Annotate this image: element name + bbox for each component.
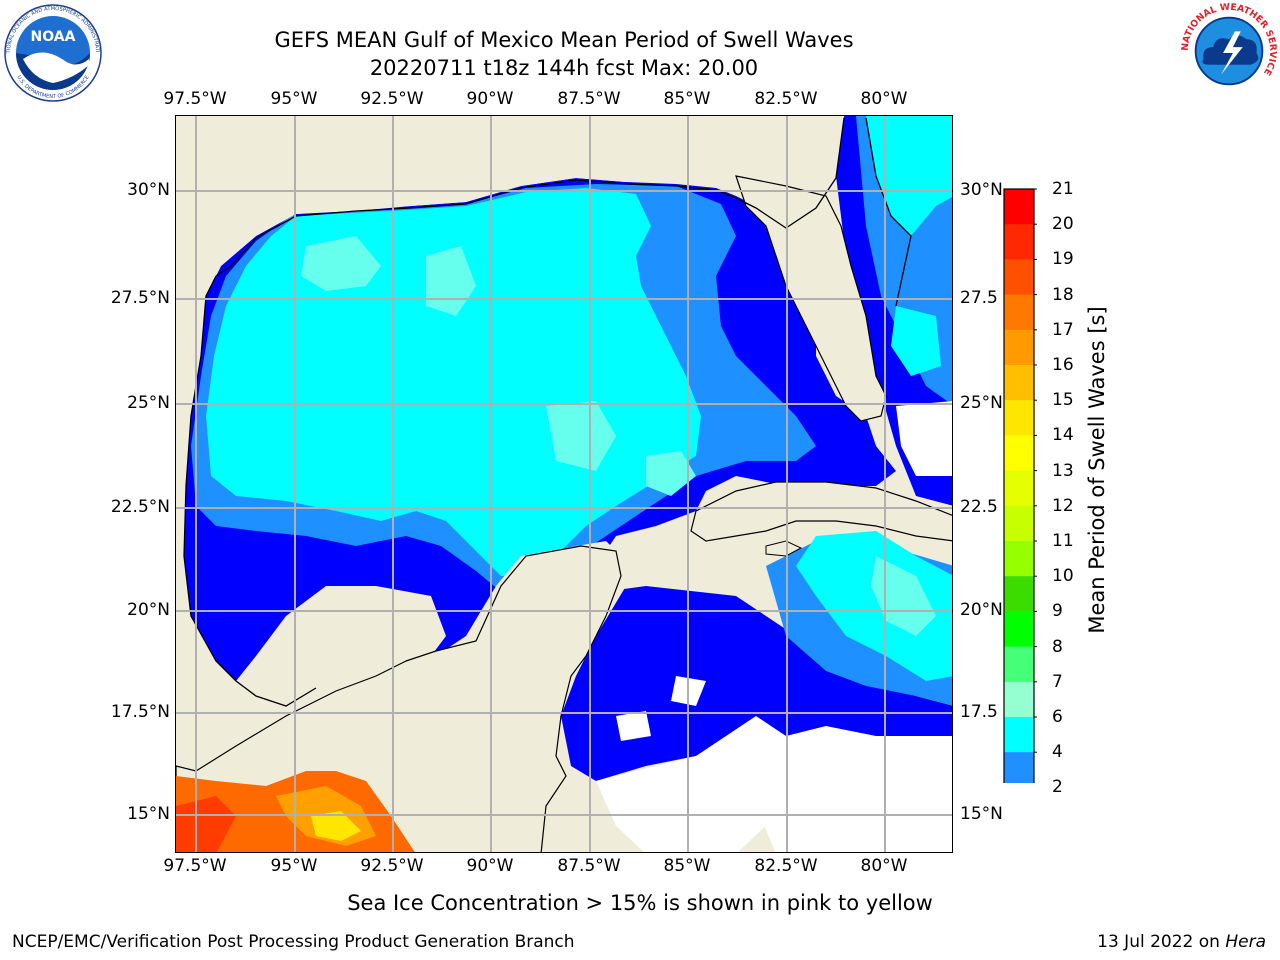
swell-region-8-9s (546, 401, 616, 471)
lon-label-bottom: 87.5°W (557, 856, 621, 876)
colorbar-segment (1004, 541, 1034, 577)
lat-label-right: 17.5 (960, 702, 998, 722)
lat-label-right: 20°N (960, 600, 1003, 620)
colorbar-tick-label: 7 (1052, 671, 1063, 692)
lat-label-left: 22.5°N (110, 497, 170, 517)
lon-label-top: 82.5°W (754, 89, 818, 109)
colorbar-segment (1004, 752, 1034, 788)
no-data-region (596, 756, 776, 852)
swell-region-15-21s (176, 796, 236, 852)
noaa-logo-text: NOAA (31, 29, 76, 45)
swell-region-8-9s (646, 451, 696, 496)
lat-label-left: 15°N (127, 804, 170, 824)
lat-label-right: 15°N (960, 804, 1003, 824)
swell-region-6-8s (796, 531, 952, 681)
colorbar-segment (1004, 681, 1034, 718)
coastline (215, 117, 845, 277)
colorbar-tick-label: 12 (1052, 495, 1074, 516)
lon-label-bottom: 92.5°W (360, 856, 424, 876)
lon-label-top: 95°W (270, 89, 318, 109)
colorbar-segment (1004, 224, 1034, 260)
colorbar-segment (1004, 646, 1034, 683)
colorbar-tick-label: 20 (1052, 214, 1074, 235)
lon-label-bottom: 90°W (466, 856, 514, 876)
colorbar-tick-label: 17 (1052, 319, 1074, 340)
colorbar-segment (1004, 435, 1034, 472)
gridlines (176, 116, 952, 852)
colorbar-tick-label: 18 (1052, 284, 1074, 305)
no-data-region (896, 401, 952, 476)
footer-host: Hera (1225, 932, 1266, 952)
colorbar-tick-label: 10 (1052, 566, 1074, 587)
colorbar-tick-label: 13 (1052, 460, 1074, 481)
colorbar-segment (1004, 470, 1034, 507)
colorbar-label: Mean Period of Swell Waves [s] (1085, 306, 1109, 634)
land-area (176, 545, 622, 852)
lon-label-bottom: 80°W (860, 856, 908, 876)
chart-subtitle: 20220711 t18z 144h fcst Max: 20.00 (369, 56, 759, 80)
lon-label-bottom: 95°W (270, 856, 318, 876)
colorbar-tick-label: 19 (1052, 249, 1074, 270)
colorbar-segment (1004, 294, 1034, 331)
colorbar-tick-label: 9 (1052, 601, 1063, 622)
noaa-logo: NOAA NATIONAL OCEANIC AND ATMOSPHERIC AD… (1, 0, 103, 107)
colorbar-segment (1004, 611, 1034, 648)
colorbar-segment (1004, 717, 1034, 753)
colorbar-segment (1004, 576, 1034, 612)
coastline (865, 117, 912, 307)
footer-credit: NCEP/EMC/Verification Post Processing Pr… (12, 932, 575, 952)
colorbar-segment (1004, 329, 1034, 366)
colorbar-tick-label: 6 (1052, 707, 1063, 727)
swell-region-8-9s (301, 236, 381, 291)
land-area (690, 481, 952, 542)
colorbar-tick-label: 21 (1052, 179, 1074, 199)
lat-label-right: 25°N (960, 393, 1003, 413)
lon-label-top: 90°W (466, 89, 514, 109)
swell-region-6-8s (891, 306, 941, 376)
lat-label-left: 17.5°N (110, 702, 170, 722)
colorbar-tick-label: 2 (1052, 777, 1063, 798)
lon-label-bottom: 85°W (663, 856, 711, 876)
lon-label-bottom: 97.5°W (163, 856, 227, 876)
lon-label-top: 97.5°W (163, 89, 227, 109)
sea-ice-note: Sea Ice Concentration > 15% is shown in … (347, 891, 933, 915)
lat-label-left: 25°N (127, 393, 170, 413)
colorbar-segment (1004, 505, 1034, 542)
lat-label-right: 22.5 (960, 497, 998, 517)
colorbar-segment (1004, 189, 1034, 225)
colorbar-tick-label: 16 (1052, 355, 1074, 375)
lon-label-top: 80°W (860, 89, 908, 109)
lat-label-left: 20°N (127, 600, 170, 620)
coastline (183, 275, 317, 707)
lat-label-left: 30°N (127, 180, 170, 200)
colorbar-segment (1004, 365, 1034, 401)
colorbar-segment (1004, 259, 1034, 296)
map-canvas (176, 116, 952, 852)
lon-label-top: 87.5°W (557, 89, 621, 109)
colorbar (1002, 187, 1037, 817)
colorbar-tick-label: 11 (1052, 531, 1074, 551)
colorbar-segment (1004, 400, 1034, 436)
map-panel (175, 115, 953, 853)
chart-title: GEFS MEAN Gulf of Mexico Mean Period of … (274, 28, 854, 52)
colorbar-svg (1002, 188, 1037, 817)
colorbar-tick-label: 14 (1052, 425, 1074, 446)
footer-date: 13 Jul 2022 on Hera (1097, 932, 1266, 952)
lat-label-right: 30°N (960, 180, 1003, 200)
swell-region-15-21s (311, 811, 361, 841)
nws-logo: NATIONAL WEATHER SERVICE (1180, 2, 1278, 104)
lon-label-top: 92.5°W (360, 89, 424, 109)
lat-label-left: 27.5°N (110, 288, 170, 308)
lon-label-top: 85°W (663, 89, 711, 109)
colorbar-tick-label: 4 (1052, 742, 1063, 763)
colorbar-tick-label: 8 (1052, 636, 1063, 657)
swell-region-8-9s (871, 556, 936, 636)
colorbar-tick-label: 15 (1052, 390, 1074, 411)
swell-region-2-4s (561, 586, 952, 781)
no-data-region (616, 711, 651, 741)
land-area (765, 540, 803, 557)
lat-label-right: 27.5 (960, 288, 998, 308)
footer-date-text: 13 Jul 2022 on (1097, 932, 1226, 952)
lon-label-bottom: 82.5°W (754, 856, 818, 876)
